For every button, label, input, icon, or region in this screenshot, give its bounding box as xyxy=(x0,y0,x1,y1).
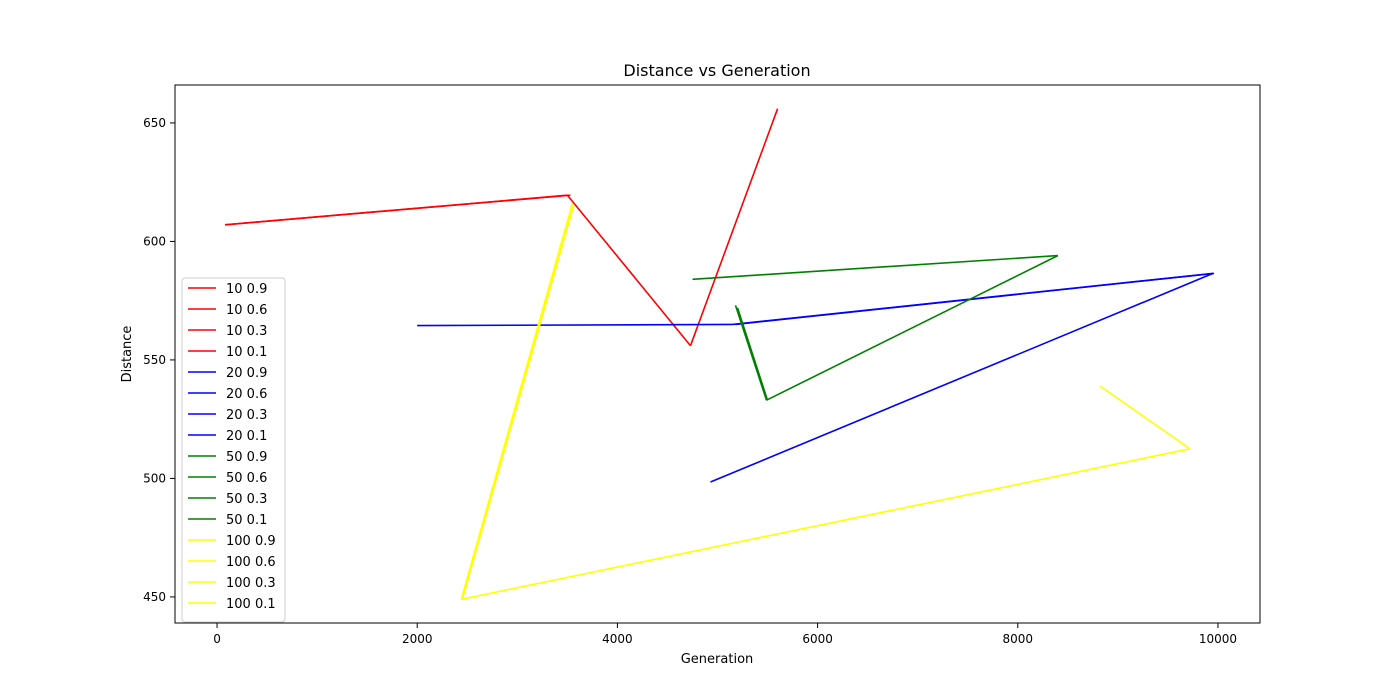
chart-title: Distance vs Generation xyxy=(623,61,810,80)
y-tick-label: 500 xyxy=(143,471,166,485)
legend-box xyxy=(181,277,286,623)
series-line-11 xyxy=(736,307,769,401)
series-line-10 xyxy=(734,305,768,401)
x-tick-label: 2000 xyxy=(402,632,433,646)
y-tick-label: 600 xyxy=(143,234,166,248)
series-line-4 xyxy=(417,323,733,327)
series-line-7 xyxy=(735,272,1215,326)
legend-label: 20 0.1 xyxy=(226,429,267,444)
legend-label: 100 0.6 xyxy=(226,555,276,570)
series-line-9 xyxy=(766,254,1059,401)
legend-label: 50 0.6 xyxy=(226,471,267,486)
series-line-1 xyxy=(566,194,692,347)
y-axis-ticks: 450 500 550 600 650 xyxy=(143,116,175,604)
legend-label: 50 0.9 xyxy=(226,450,267,465)
legend-label: 10 0.6 xyxy=(226,303,267,318)
x-tick-label: 10000 xyxy=(1199,632,1237,646)
series-line-2 xyxy=(689,108,779,346)
y-axis-label: Distance xyxy=(120,326,135,383)
x-tick-label: 8000 xyxy=(1003,632,1034,646)
series-line-3 xyxy=(224,194,571,226)
legend-label: 50 0.3 xyxy=(226,492,267,507)
legend-label: 100 0.1 xyxy=(226,597,276,612)
plot-frame xyxy=(174,84,1261,624)
x-tick-label: 4000 xyxy=(602,632,633,646)
series-line-6 xyxy=(710,272,1214,483)
legend-label: 10 0.1 xyxy=(226,345,267,360)
y-tick-label: 550 xyxy=(143,353,166,367)
legend-label: 20 0.6 xyxy=(226,387,267,402)
series-lines xyxy=(224,108,1215,601)
series-line-13 xyxy=(461,448,1191,601)
series-line-12 xyxy=(460,203,574,600)
legend-label: 100 0.3 xyxy=(226,576,276,591)
y-tick-label: 650 xyxy=(143,116,166,130)
legend-label: 20 0.3 xyxy=(226,408,267,423)
legend-label: 10 0.9 xyxy=(226,282,267,297)
x-axis-ticks: 0 2000 4000 6000 8000 10000 xyxy=(213,623,1237,646)
x-axis-label: Generation xyxy=(681,652,754,667)
legend-label: 20 0.9 xyxy=(226,366,267,381)
legend-label: 50 0.1 xyxy=(226,513,267,528)
series-line-15 xyxy=(461,205,575,600)
series-line-14 xyxy=(1099,385,1191,450)
series-line-8 xyxy=(692,254,1058,281)
legend-label: 100 0.9 xyxy=(226,534,276,549)
y-tick-label: 450 xyxy=(143,590,166,604)
legend: 10 0.9 10 0.6 10 0.3 10 0.1 20 0.9 20 0.6 20 0… xyxy=(181,277,286,623)
legend-label: 10 0.3 xyxy=(226,324,267,339)
x-tick-label: 6000 xyxy=(802,632,833,646)
x-tick-label: 0 xyxy=(213,632,221,646)
